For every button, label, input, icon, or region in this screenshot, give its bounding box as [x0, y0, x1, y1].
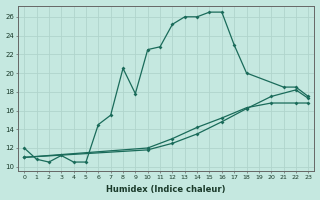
X-axis label: Humidex (Indice chaleur): Humidex (Indice chaleur) [107, 185, 226, 194]
